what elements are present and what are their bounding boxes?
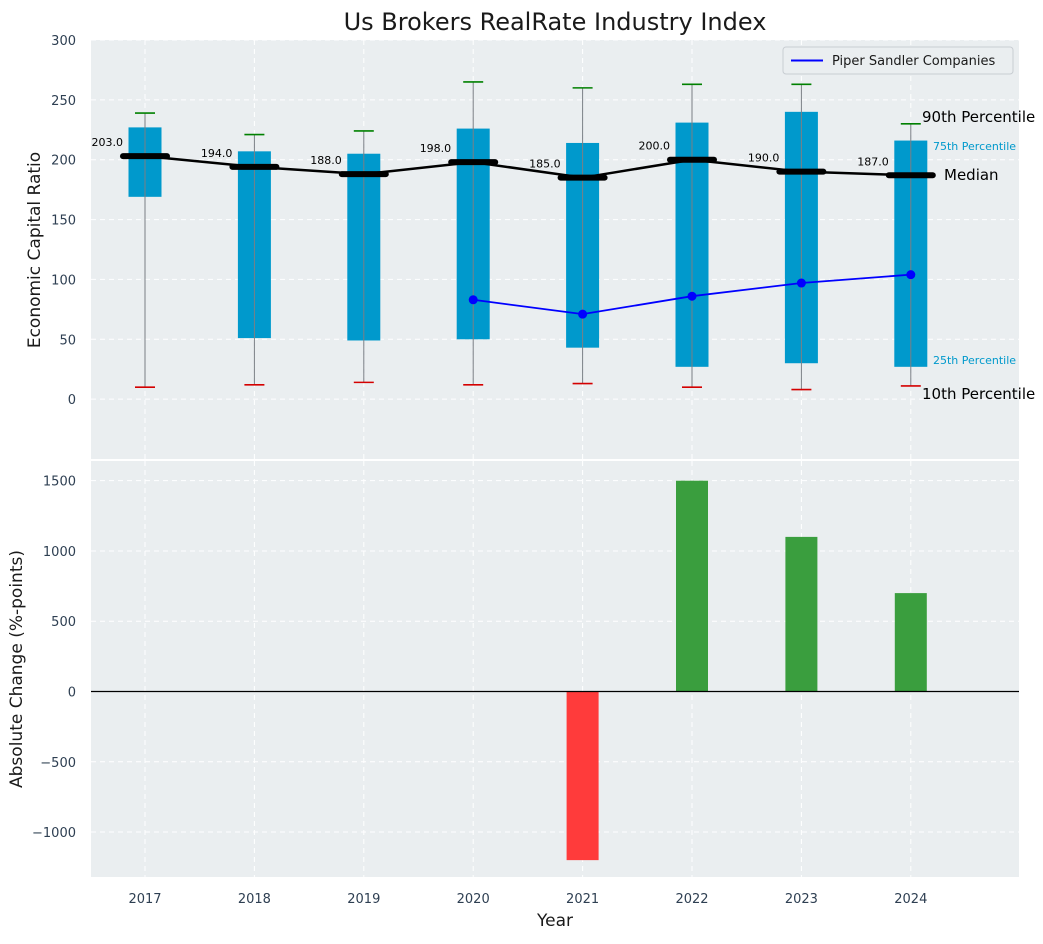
chart-title: Us Brokers RealRate Industry Index xyxy=(344,8,767,36)
median-value-label: 194.0 xyxy=(201,147,233,160)
legend: Piper Sandler Companies xyxy=(782,46,1014,75)
xtick-label: 2024 xyxy=(894,892,927,907)
series-point xyxy=(578,309,588,319)
bottom-ytick-label: 0 xyxy=(68,685,76,700)
top-boxes: 203.0 194.0 188.0 198.0 185.0 200.0 190.0 187.0 xyxy=(92,81,936,391)
xtick-label: 2018 xyxy=(238,892,271,907)
median-value-label: 198.0 xyxy=(420,142,452,155)
xlabel: Year xyxy=(536,911,573,931)
xtick-label: 2020 xyxy=(457,892,490,907)
bottom-xticks: 2017 2018 2019 2020 2021 2022 2023 2024 xyxy=(128,892,927,907)
annotation-p10: 10th Percentile xyxy=(922,385,1035,403)
series-point xyxy=(906,270,916,280)
median-value-label: 203.0 xyxy=(92,136,124,149)
top-panel: 0 50 100 150 200 250 300 203.0 194.0 188.0 198.0 1… xyxy=(25,34,1035,459)
top-ytick-label: 150 xyxy=(51,214,76,229)
xtick-label: 2019 xyxy=(347,892,380,907)
xtick-label: 2017 xyxy=(128,892,161,907)
top-ytick-label: 250 xyxy=(51,94,76,109)
median-value-label: 190.0 xyxy=(748,152,780,165)
series-point xyxy=(687,291,697,301)
change-bar xyxy=(676,480,708,692)
annotation-p75: 75th Percentile xyxy=(933,140,1016,153)
bottom-ytick-label: −1000 xyxy=(32,826,76,841)
top-ylabel: Economic Capital Ratio xyxy=(25,152,45,348)
median-value-label: 200.0 xyxy=(639,140,671,153)
series-point xyxy=(796,278,806,288)
top-plot-area xyxy=(91,40,1019,459)
annotation-p25: 25th Percentile xyxy=(933,354,1016,367)
legend-label: Piper Sandler Companies xyxy=(832,54,995,69)
top-ytick-label: 0 xyxy=(68,393,76,408)
bottom-bars xyxy=(91,480,1019,861)
legend-frame xyxy=(782,46,1014,75)
bottom-ytick-label: −500 xyxy=(40,756,76,771)
change-bar xyxy=(566,691,599,861)
xtick-label: 2023 xyxy=(785,892,818,907)
bottom-ylabel: Absolute Change (%-points) xyxy=(7,550,27,788)
annotation-median: Median xyxy=(944,166,999,184)
median-value-label: 188.0 xyxy=(310,154,342,167)
xtick-label: 2022 xyxy=(675,892,708,907)
xtick-label: 2021 xyxy=(566,892,599,907)
bottom-ytick-label: 1000 xyxy=(43,545,76,560)
annotation-p90: 90th Percentile xyxy=(922,108,1035,126)
change-bar xyxy=(785,536,818,692)
top-annotations: 90th Percentile 75th Percentile Median 2… xyxy=(922,108,1035,403)
bottom-ytick-label: 500 xyxy=(51,615,76,630)
top-series xyxy=(468,270,916,319)
top-ytick-label: 100 xyxy=(51,273,76,288)
top-ytick-label: 300 xyxy=(51,34,76,49)
top-yticks: 0 50 100 150 200 250 300 xyxy=(51,34,76,408)
top-ytick-label: 200 xyxy=(51,154,76,169)
median-value-label: 187.0 xyxy=(857,155,889,168)
median-value-label: 185.0 xyxy=(529,158,561,171)
series-point xyxy=(468,295,478,305)
bottom-yticks: −1000 −500 0 500 1000 1500 xyxy=(32,475,76,841)
change-bar xyxy=(894,593,927,692)
top-ytick-label: 50 xyxy=(59,333,76,348)
bottom-ytick-label: 1500 xyxy=(43,475,76,490)
bottom-plot-area xyxy=(91,461,1019,877)
